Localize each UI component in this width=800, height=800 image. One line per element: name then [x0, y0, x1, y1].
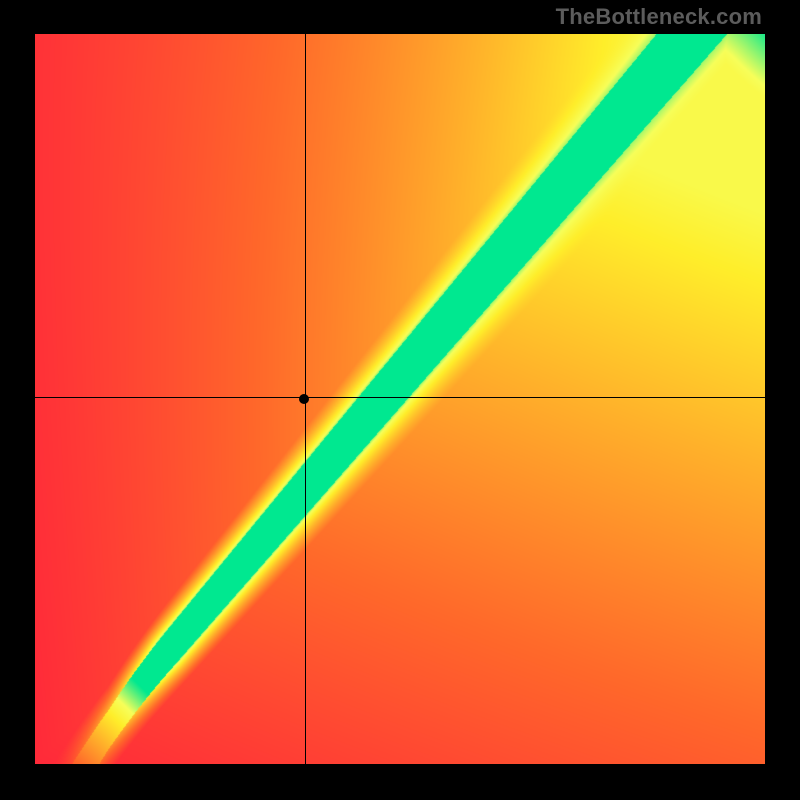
crosshair-marker-dot: [299, 394, 309, 404]
plot-area: [35, 34, 765, 764]
chart-container: TheBottleneck.com: [0, 0, 800, 800]
crosshair-horizontal: [35, 397, 765, 398]
heatmap-canvas: [35, 34, 765, 764]
watermark-text: TheBottleneck.com: [556, 4, 762, 30]
